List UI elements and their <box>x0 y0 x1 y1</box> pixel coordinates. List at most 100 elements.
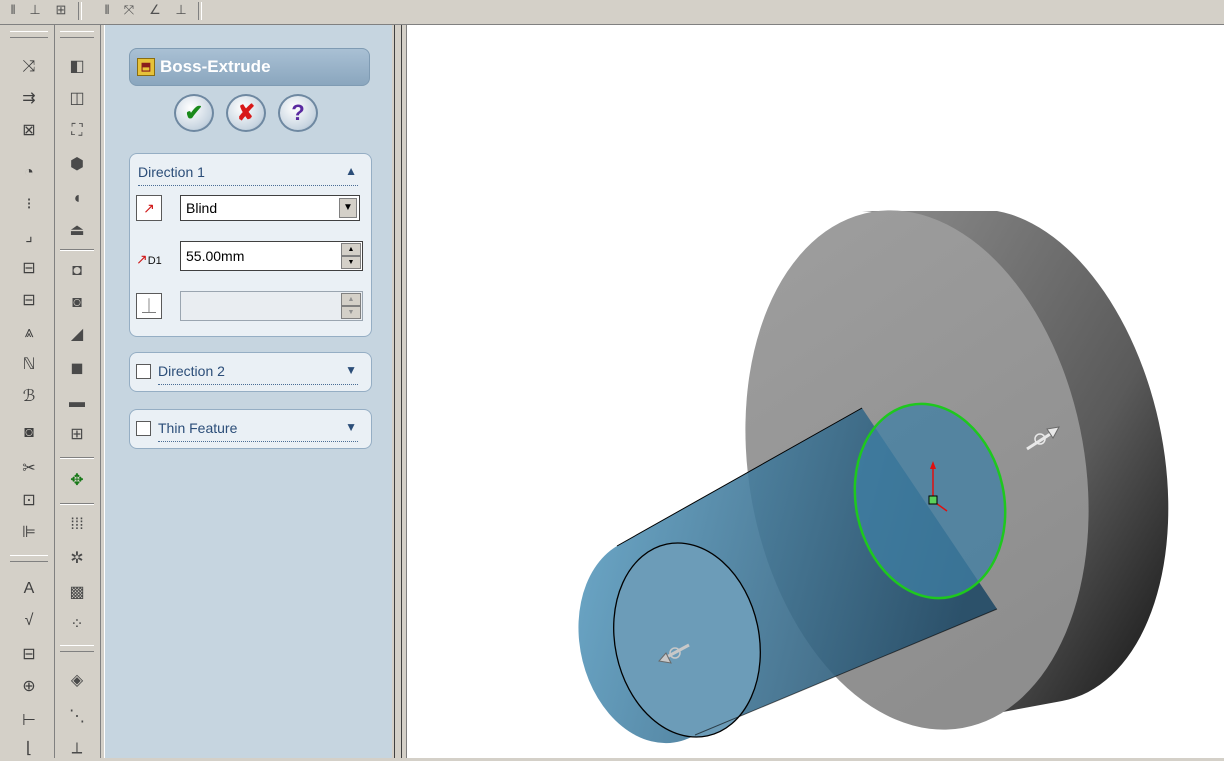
disc-side-face[interactable] <box>862 211 1169 728</box>
toolbar-grip[interactable] <box>10 555 48 562</box>
spin-down-icon[interactable]: ▼ <box>341 256 361 269</box>
reference-plane-icon[interactable]: ◈ <box>70 672 84 689</box>
feature-title: Boss-Extrude <box>160 57 271 76</box>
direction1-group: Direction 1 ▲ ↗ Blind ▼ ↗D1 55.00mm ▲ ▼ … <box>129 153 372 337</box>
weld-icon[interactable]: ⊫ <box>22 524 36 541</box>
help-button[interactable]: ? <box>278 94 318 132</box>
sketch-profile[interactable] <box>837 390 1023 612</box>
revolved-boss-icon[interactable]: ◫ <box>69 90 85 107</box>
align-icon[interactable]: ⊥ <box>29 2 41 17</box>
trim-scissors-icon[interactable]: ✂ <box>22 460 36 477</box>
circle-icon[interactable]: ◔ <box>24 164 34 181</box>
revolved-cut-icon[interactable]: ◙ <box>72 294 82 311</box>
drag-arrow-icon[interactable] <box>1026 426 1060 451</box>
group-divider <box>138 185 358 186</box>
x-icon: ✘ <box>236 100 256 125</box>
direction1-label: Direction 1 <box>138 164 205 180</box>
surface-finish-icon[interactable]: √ <box>24 612 34 629</box>
hole-wizard-icon[interactable]: ⊞ <box>70 426 84 443</box>
thin-feature-checkbox[interactable] <box>136 421 151 436</box>
model-view[interactable] <box>407 25 1224 758</box>
datum-target-icon[interactable]: ⊢ <box>22 712 36 729</box>
circular-pattern-icon[interactable]: ✲ <box>70 550 84 567</box>
dome-icon[interactable]: ⏏ <box>69 222 85 239</box>
mirror-feature-icon[interactable]: ▩ <box>69 584 85 601</box>
toolbar-grip[interactable] <box>10 31 48 38</box>
collapse-up-icon[interactable]: ▲ <box>345 164 357 178</box>
curve-pattern-icon[interactable]: ⁘ <box>70 616 84 633</box>
spin-down-icon: ▼ <box>341 306 361 319</box>
datum-icon[interactable]: ⊟ <box>22 646 36 663</box>
point-icon[interactable]: ⊟ <box>22 260 36 277</box>
toolbar-separator <box>198 2 202 20</box>
fillet-icon[interactable]: ◼ <box>70 360 84 377</box>
toolbar-grip[interactable] <box>60 645 94 652</box>
chamfer-icon[interactable]: ◢ <box>70 326 84 343</box>
extend-icon[interactable]: ℬ <box>22 388 36 405</box>
direction2-checkbox[interactable] <box>136 364 151 379</box>
smart-dimension-icon[interactable]: ⤨ <box>22 58 36 75</box>
toolbar-separator <box>60 457 94 459</box>
group-divider <box>158 384 358 385</box>
depth-icon: ↗D1 <box>136 251 162 267</box>
swept-boss-icon[interactable]: ⛶ <box>71 122 83 139</box>
ok-button[interactable]: ✔ <box>174 94 214 132</box>
extruded-boss-icon[interactable]: ◧ <box>69 58 85 75</box>
features-toolbar: ◧ ◫ ⛶ ⬢ ◖ ⏏ ◘ ◙ ◢ ◼ ▬ ⊞ ✥ ⁞⁞⁞ ✲ ▩ ⁘ ◈ ⋱ … <box>56 25 101 758</box>
spin-up-icon[interactable]: ▲ <box>341 243 361 256</box>
end-condition-select[interactable]: Blind ▼ <box>180 195 360 221</box>
lofted-boss-icon[interactable]: ⬢ <box>70 156 84 173</box>
toolbar-grip-icon: ǁ <box>10 2 16 17</box>
toolbar-separator <box>78 2 82 20</box>
draft-angle-input: ▲ ▼ <box>180 291 363 321</box>
angle-icon[interactable]: ∠ <box>149 2 161 17</box>
draft-icon[interactable]: ▬ <box>69 394 85 411</box>
expand-down-icon[interactable]: ▼ <box>345 363 357 377</box>
note-icon[interactable]: A <box>23 580 35 597</box>
linear-pattern-icon[interactable]: ⁞⁞⁞ <box>70 516 84 533</box>
expand-down-icon[interactable]: ▼ <box>345 420 357 434</box>
direction2-group: Direction 2 ▼ <box>129 352 372 392</box>
distribute-icon[interactable]: ⊞ <box>55 2 67 17</box>
draft-angle-icon: ⏊ <box>142 298 156 314</box>
end-condition-value: Blind <box>186 200 218 216</box>
preview-end-face[interactable] <box>596 529 778 751</box>
balloon-icon[interactable]: ⊕ <box>22 678 36 695</box>
extruded-cut-icon[interactable]: ◘ <box>72 262 82 279</box>
panel-splitter[interactable] <box>392 25 406 758</box>
centerline-icon[interactable]: ⊟ <box>22 292 36 309</box>
property-manager: ⬒ Boss-Extrude ✔ ✘ ? Direction 1 ▲ ↗ Bli… <box>104 25 392 758</box>
trim-icon[interactable]: ℕ <box>22 356 36 373</box>
rectangle-icon[interactable]: ⊠ <box>22 122 36 139</box>
display-icon[interactable]: ⊥ <box>175 2 187 17</box>
mirror-icon[interactable]: ⊡ <box>22 492 36 509</box>
shell-icon[interactable]: ◖ <box>72 190 82 207</box>
move-face-icon[interactable]: ✥ <box>70 472 84 489</box>
thin-feature-group: Thin Feature ▼ <box>129 409 372 449</box>
cancel-button[interactable]: ✘ <box>226 94 266 132</box>
coordinate-system-icon[interactable]: ⟂ <box>71 740 83 757</box>
toolbar-separator <box>60 503 94 505</box>
extrude-preview[interactable] <box>578 390 1022 751</box>
reverse-direction-icon: ↗ <box>143 200 155 216</box>
draft-toggle-button[interactable]: ⏊ <box>136 293 162 319</box>
corner-icon[interactable]: ⌊ <box>25 740 33 757</box>
line-icon[interactable]: ⇉ <box>22 90 36 107</box>
extrude-feature-icon: ⬒ <box>137 58 155 76</box>
toolbar-separator <box>60 249 94 251</box>
arc-icon[interactable]: ⁝ <box>26 196 32 213</box>
question-icon: ? <box>291 100 305 125</box>
graphics-area[interactable] <box>406 25 1224 758</box>
toolbar-grip[interactable] <box>60 31 94 38</box>
reverse-direction-button[interactable]: ↗ <box>136 195 162 221</box>
reference-axis-icon[interactable]: ⋱ <box>69 708 85 725</box>
view-orient-icon[interactable]: ⤧ <box>123 2 135 17</box>
offset-icon[interactable]: ◙ <box>24 424 34 441</box>
depth-input[interactable]: 55.00mm ▲ ▼ <box>180 241 363 271</box>
checkmark-icon: ✔ <box>184 100 204 125</box>
drag-arrow-icon[interactable] <box>658 643 690 664</box>
dropdown-arrow-icon[interactable]: ▼ <box>339 198 357 218</box>
spin-up-icon: ▲ <box>341 293 361 306</box>
sketch-fillet-icon[interactable]: ⩓ <box>24 324 34 341</box>
spline-icon[interactable]: ⌟ <box>25 228 33 245</box>
